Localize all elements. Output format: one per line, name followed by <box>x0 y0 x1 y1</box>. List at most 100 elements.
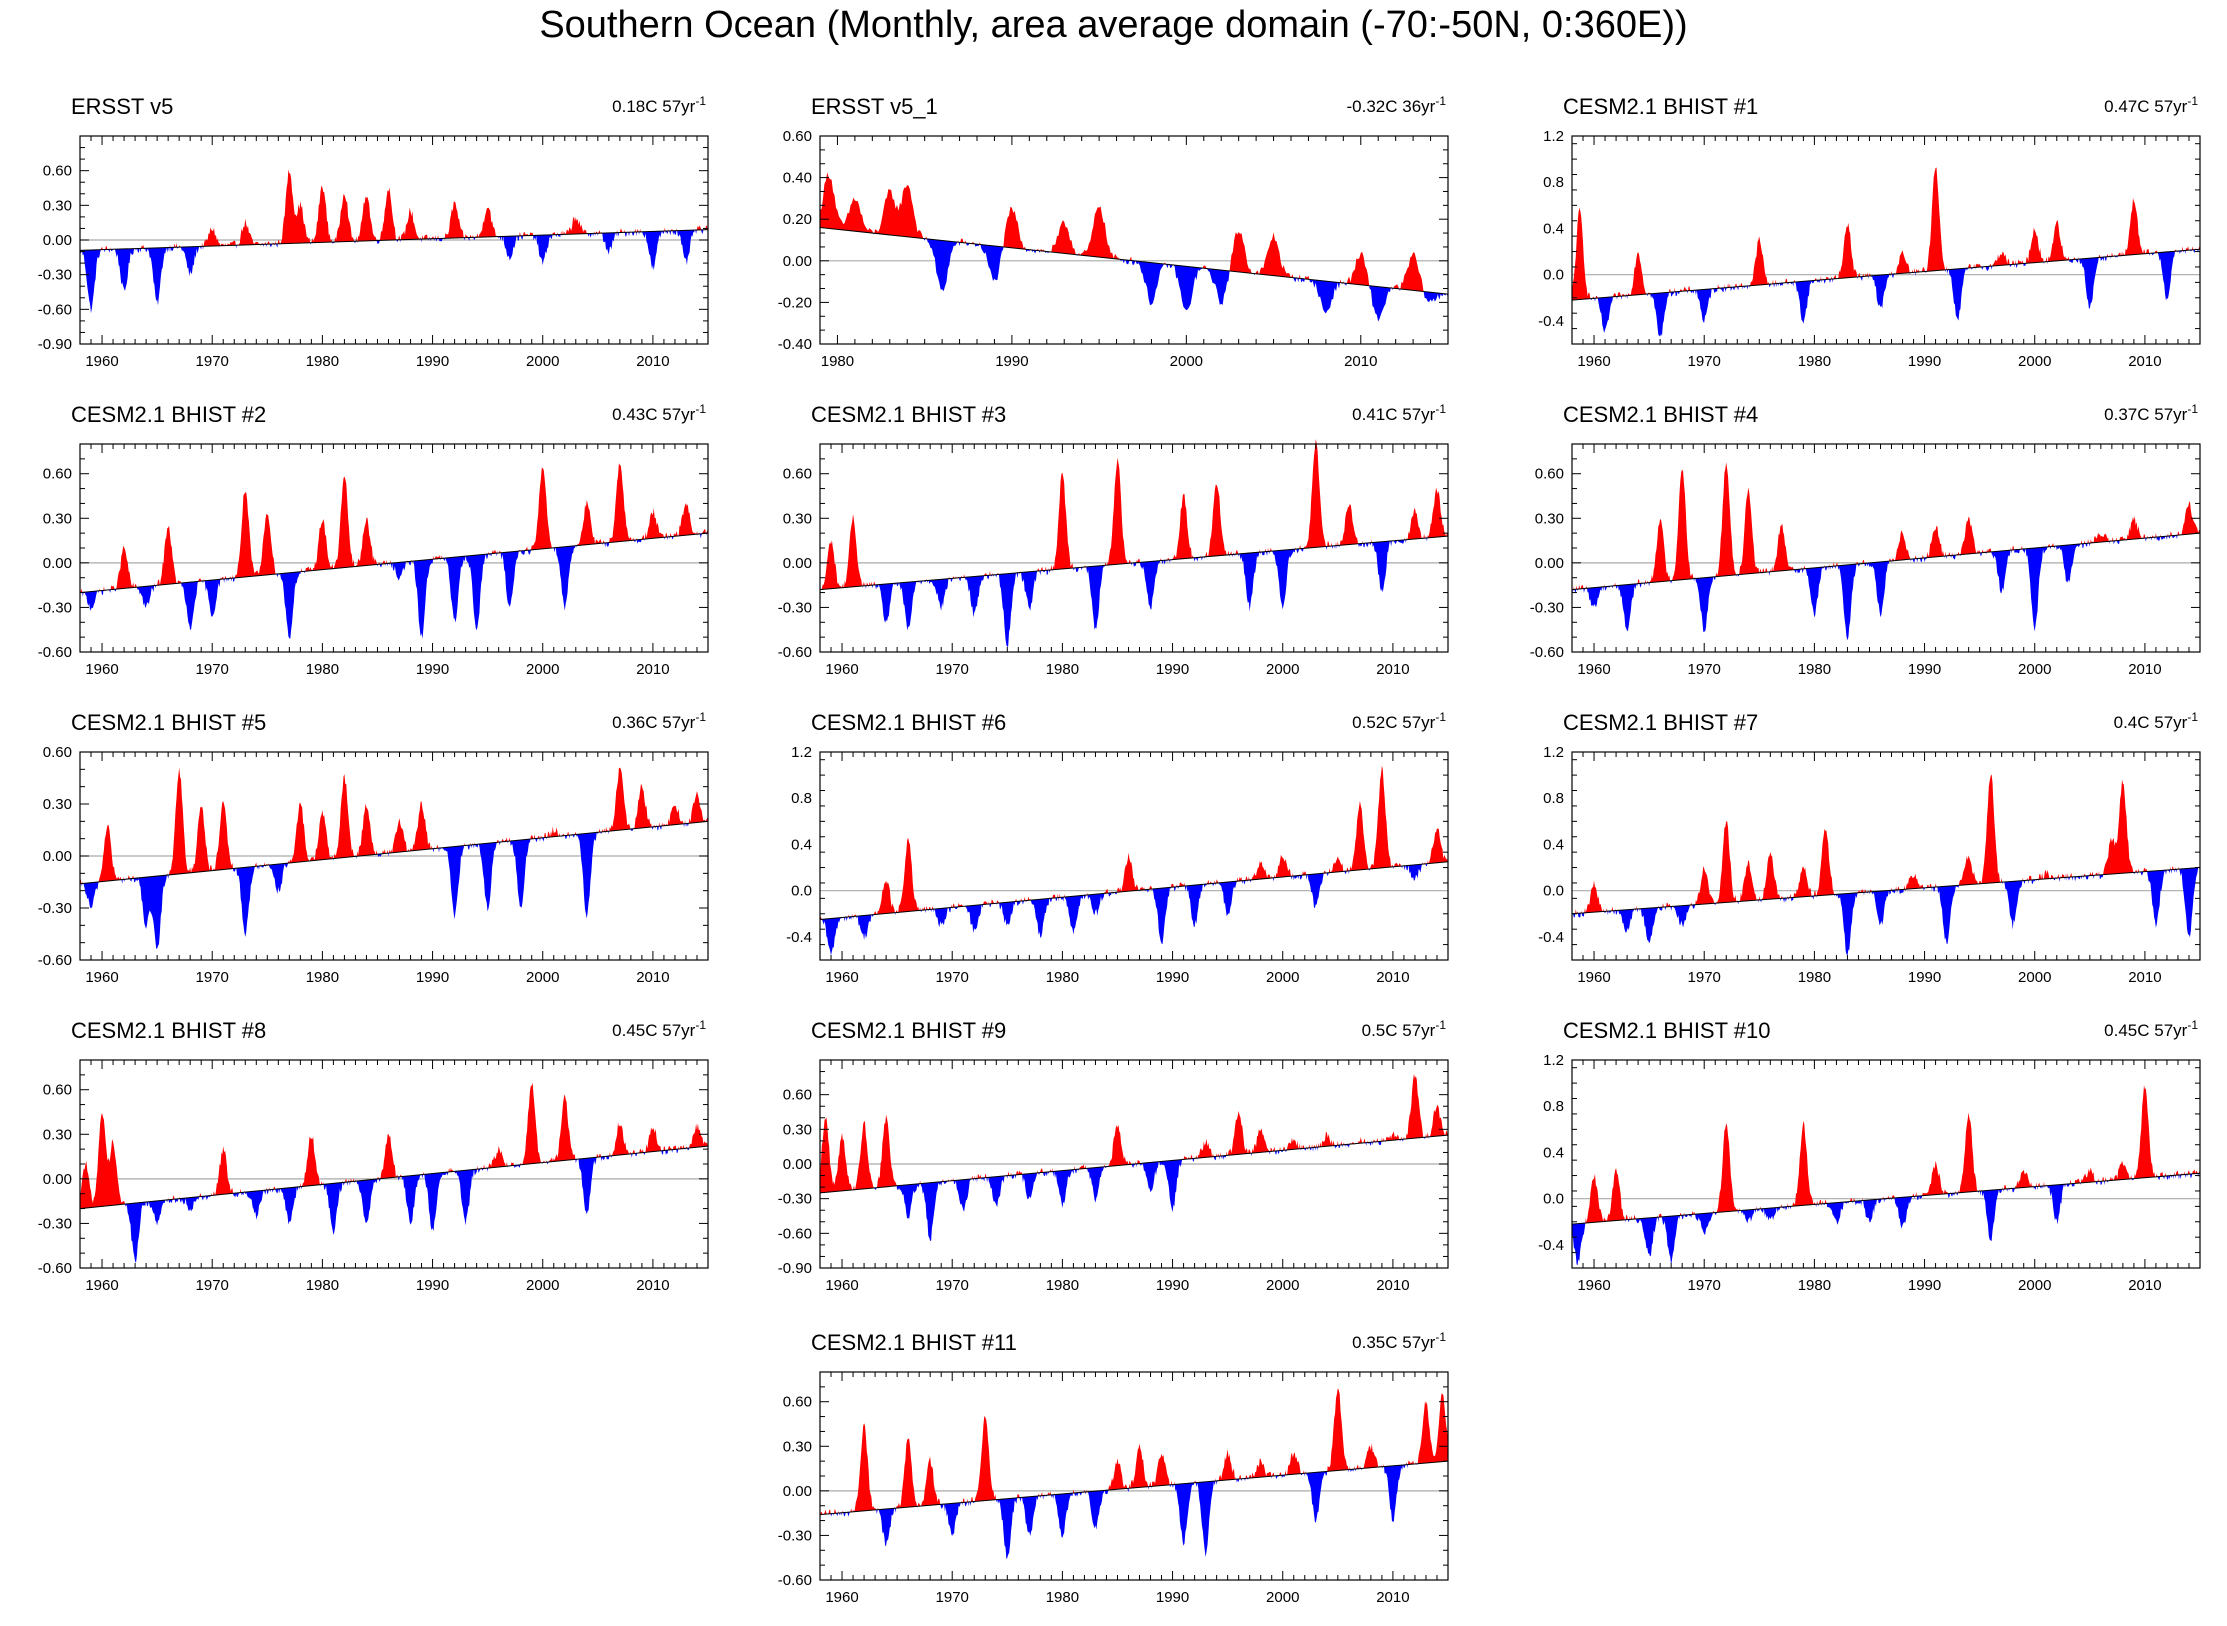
x-tick-label: 2000 <box>526 1277 559 1294</box>
x-tick-label: 1990 <box>1156 1589 1189 1606</box>
y-tick-label: -0.60 <box>38 952 72 969</box>
x-tick-label: 1990 <box>416 969 449 986</box>
panel-trend-label: 0.36C 57yr-1 <box>612 710 706 732</box>
x-tick-label: 1970 <box>196 353 229 370</box>
x-tick-label: 1980 <box>1798 1277 1831 1294</box>
y-tick-label: -0.60 <box>38 301 72 318</box>
trend-line <box>819 535 1449 591</box>
panel-4: 1960 1970 1980 1990 2000 2010 0.60 0.30 0.00 -0.3… <box>38 402 709 678</box>
panel-trend-label: 0.4C 57yr-1 <box>2114 710 2199 732</box>
trend-line <box>79 1145 709 1210</box>
negative-anomaly-area <box>822 861 1448 956</box>
panel-trend-label: 0.47C 57yr-1 <box>2104 94 2198 116</box>
y-tick-label: 0.30 <box>43 1126 72 1143</box>
y-tick-label: 0.60 <box>1535 466 1564 483</box>
panel-title: CESM2.1 BHIST #4 <box>1563 402 1758 427</box>
panel-5: 1960 1970 1980 1990 2000 2010 0.60 0.30 0.00 -0.3… <box>778 402 1449 678</box>
y-tick-label: -0.90 <box>778 1260 812 1277</box>
y-tick-label: 0.4 <box>1543 836 1564 853</box>
x-tick-label: 1960 <box>825 1589 858 1606</box>
panel-trend-label: 0.5C 57yr-1 <box>1362 1018 1447 1040</box>
x-tick-label: 2010 <box>1376 1589 1409 1606</box>
x-tick-label: 1980 <box>1046 1277 1079 1294</box>
plot-frame <box>1571 443 2201 653</box>
y-tick-label: 0.00 <box>43 232 72 249</box>
negative-anomaly-area <box>1572 1173 2199 1267</box>
y-tick-label: -0.30 <box>38 1215 72 1232</box>
x-tick-label: 2000 <box>1266 969 1299 986</box>
x-tick-label: 2010 <box>2128 969 2161 986</box>
x-tick-label: 1960 <box>1577 1277 1610 1294</box>
y-tick-label: 1.2 <box>1543 1052 1564 1069</box>
positive-anomaly-area <box>820 1388 1448 1515</box>
trend-line <box>1571 867 2201 915</box>
y-tick-label: 0.8 <box>1543 174 1564 191</box>
y-tick-label: 0.00 <box>43 555 72 572</box>
panel-9: 1960 1970 1980 1990 2000 2010 1.2 0.8 0.4 0.0 -0.4… <box>1538 710 2201 986</box>
y-tick-label: 0.8 <box>1543 1098 1564 1115</box>
panel-title: CESM2.1 BHIST #1 <box>1563 94 1758 119</box>
panel-title: ERSST v5_1 <box>811 94 938 119</box>
x-tick-label: 1980 <box>1798 969 1831 986</box>
y-tick-label: 0.8 <box>1543 790 1564 807</box>
trend-line <box>79 229 709 251</box>
panel-2: 1980 1990 2000 2010 0.60 0.40 0.20 0.00 -0.20 -0.… <box>778 94 1449 370</box>
y-tick-label: 0.0 <box>1543 883 1564 900</box>
plot-frame <box>1571 1059 2201 1269</box>
panel-title: CESM2.1 BHIST #11 <box>811 1330 1017 1355</box>
y-tick-label: -0.30 <box>778 1527 812 1544</box>
y-tick-label: -0.60 <box>1530 644 1564 661</box>
positive-anomaly-area <box>1572 462 2200 590</box>
x-tick-label: 1960 <box>1577 353 1610 370</box>
y-tick-label: 0.60 <box>43 466 72 483</box>
x-tick-label: 1970 <box>936 661 969 678</box>
plot-frame <box>79 1059 709 1269</box>
negative-anomaly-area <box>80 229 709 314</box>
panel-trend-label: 0.45C 57yr-1 <box>2104 1018 2198 1040</box>
x-tick-label: 1990 <box>1908 1277 1941 1294</box>
x-tick-label: 2000 <box>1170 353 1203 370</box>
x-tick-label: 1980 <box>1798 353 1831 370</box>
y-tick-label: 0.30 <box>783 1121 812 1138</box>
x-tick-label: 1990 <box>416 1277 449 1294</box>
y-tick-label: -0.4 <box>1538 1237 1564 1254</box>
y-tick-label: 0.4 <box>791 836 812 853</box>
panel-trend-label: 0.35C 57yr-1 <box>1352 1330 1446 1352</box>
panel-13: 1960 1970 1980 1990 2000 2010 0.60 0.30 0.00 -0.3… <box>778 1330 1449 1606</box>
positive-anomaly-area <box>80 767 708 884</box>
x-tick-label: 1960 <box>85 1277 118 1294</box>
positive-anomaly-area <box>820 765 1448 920</box>
positive-anomaly-area <box>820 1073 1448 1193</box>
trend-line <box>819 861 1449 921</box>
x-tick-label: 1990 <box>1156 661 1189 678</box>
positive-anomaly-area <box>80 1082 708 1209</box>
panel-8: 1960 1970 1980 1990 2000 2010 1.2 0.8 0.4 0.0 -0.4… <box>786 710 1449 986</box>
panel-title: CESM2.1 BHIST #8 <box>71 1018 266 1043</box>
negative-anomaly-area <box>1572 867 2200 957</box>
y-tick-label: 0.8 <box>791 790 812 807</box>
y-tick-label: 0.00 <box>783 555 812 572</box>
x-tick-label: 1960 <box>1577 661 1610 678</box>
y-tick-label: -0.30 <box>1530 599 1564 616</box>
panel-title: CESM2.1 BHIST #9 <box>811 1018 1006 1043</box>
y-tick-label: -0.4 <box>1538 929 1564 946</box>
y-tick-label: -0.4 <box>786 929 812 946</box>
panel-1: 1960 1970 1980 1990 2000 2010 0.60 0.30 0.00 -0.3… <box>38 94 709 370</box>
negative-anomaly-area <box>125 1146 708 1263</box>
y-tick-label: 0.0 <box>791 883 812 900</box>
panel-7: 1960 1970 1980 1990 2000 2010 0.60 0.30 0.00 -0.3… <box>38 710 709 986</box>
x-tick-label: 1980 <box>1798 661 1831 678</box>
x-tick-label: 1970 <box>936 969 969 986</box>
y-tick-label: 0.20 <box>783 211 812 228</box>
negative-anomaly-area <box>1590 249 2200 337</box>
x-tick-label: 1990 <box>1156 969 1189 986</box>
y-tick-label: -0.30 <box>38 599 72 616</box>
x-tick-label: 1970 <box>936 1277 969 1294</box>
x-tick-label: 1980 <box>306 661 339 678</box>
panel-10: 1960 1970 1980 1990 2000 2010 0.60 0.30 0.00 -0.3… <box>38 1018 709 1294</box>
y-tick-label: -0.20 <box>778 294 812 311</box>
y-tick-label: -0.60 <box>778 1572 812 1589</box>
positive-anomaly-area <box>80 463 708 593</box>
y-tick-label: 0.30 <box>1535 510 1564 527</box>
